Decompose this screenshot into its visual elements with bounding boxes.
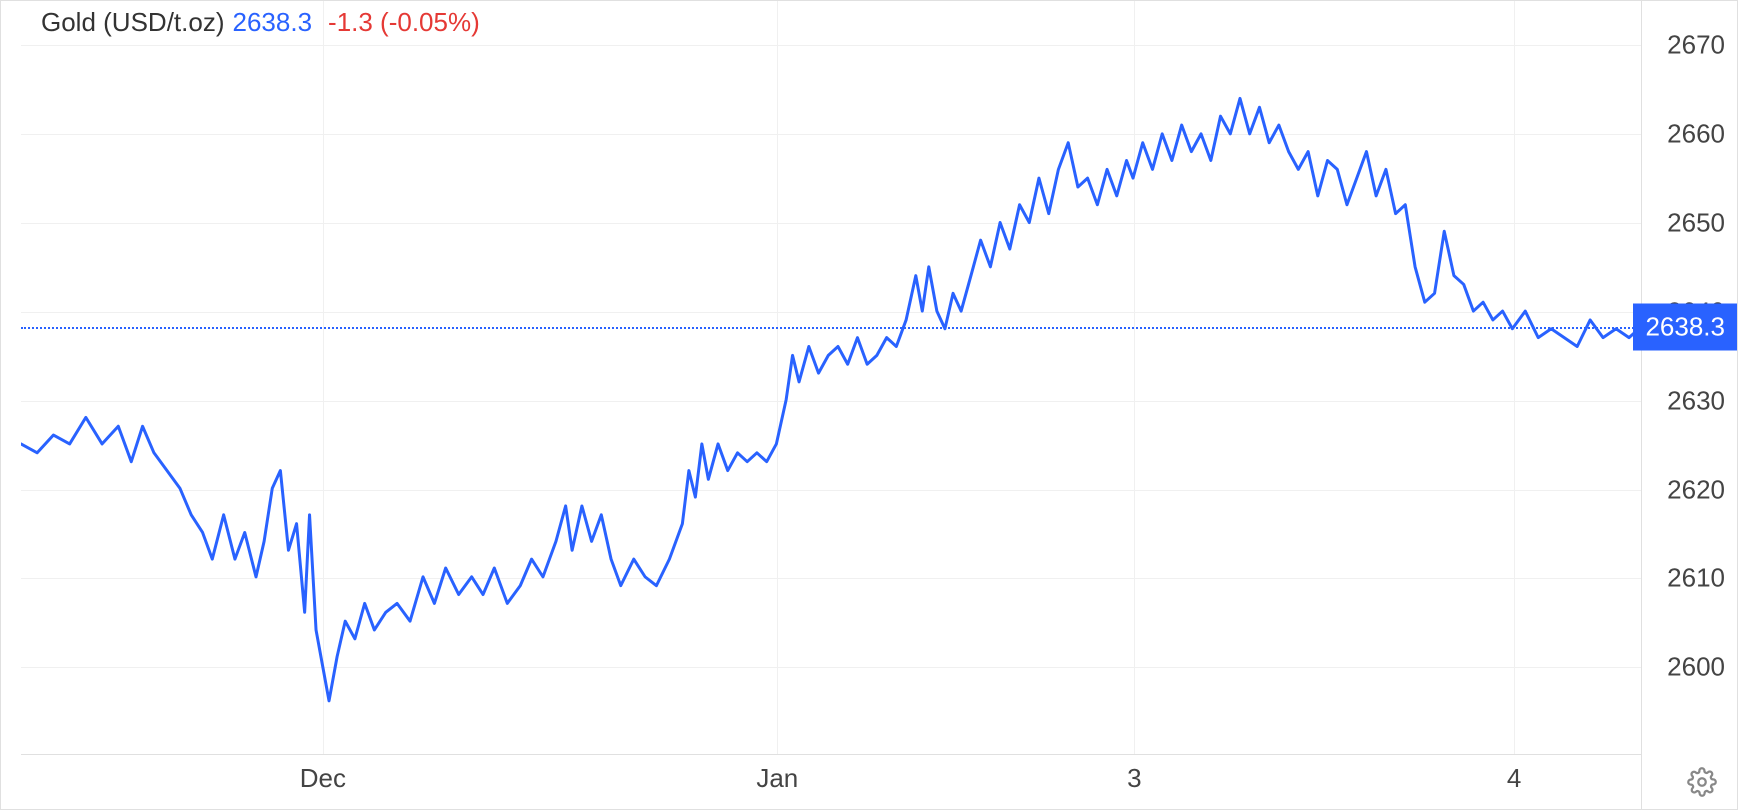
x-axis: Dec Jan 3 4 — [21, 754, 1642, 809]
current-price-badge: 2638.3 — [1633, 303, 1737, 350]
y-tick-label: 2630 — [1667, 385, 1725, 416]
chart-header: Gold (USD/t.oz) 2638.3 -1.3 (-0.05%) — [41, 7, 480, 38]
y-tick-label: 2620 — [1667, 474, 1725, 505]
settings-button[interactable] — [1687, 767, 1717, 797]
y-tick-label: 2670 — [1667, 30, 1725, 61]
y-tick-label: 2650 — [1667, 208, 1725, 239]
y-axis: 26002610262026302640265026602670 — [1642, 1, 1737, 754]
y-tick-label: 2600 — [1667, 652, 1725, 683]
y-tick-label: 2660 — [1667, 119, 1725, 150]
plot-area[interactable] — [21, 1, 1642, 754]
x-tick-label: Jan — [756, 763, 798, 794]
instrument-price: 2638.3 — [233, 7, 313, 38]
gear-icon — [1687, 767, 1717, 797]
y-tick-label: 2610 — [1667, 563, 1725, 594]
price-line — [21, 1, 1642, 754]
price-chart-container: Gold (USD/t.oz) 2638.3 -1.3 (-0.05%) 260… — [0, 0, 1738, 810]
x-tick-label: 4 — [1507, 763, 1521, 794]
instrument-title: Gold (USD/t.oz) — [41, 7, 225, 38]
x-tick-label: 3 — [1127, 763, 1141, 794]
instrument-change: -1.3 (-0.05%) — [328, 7, 480, 38]
x-tick-label: Dec — [300, 763, 346, 794]
